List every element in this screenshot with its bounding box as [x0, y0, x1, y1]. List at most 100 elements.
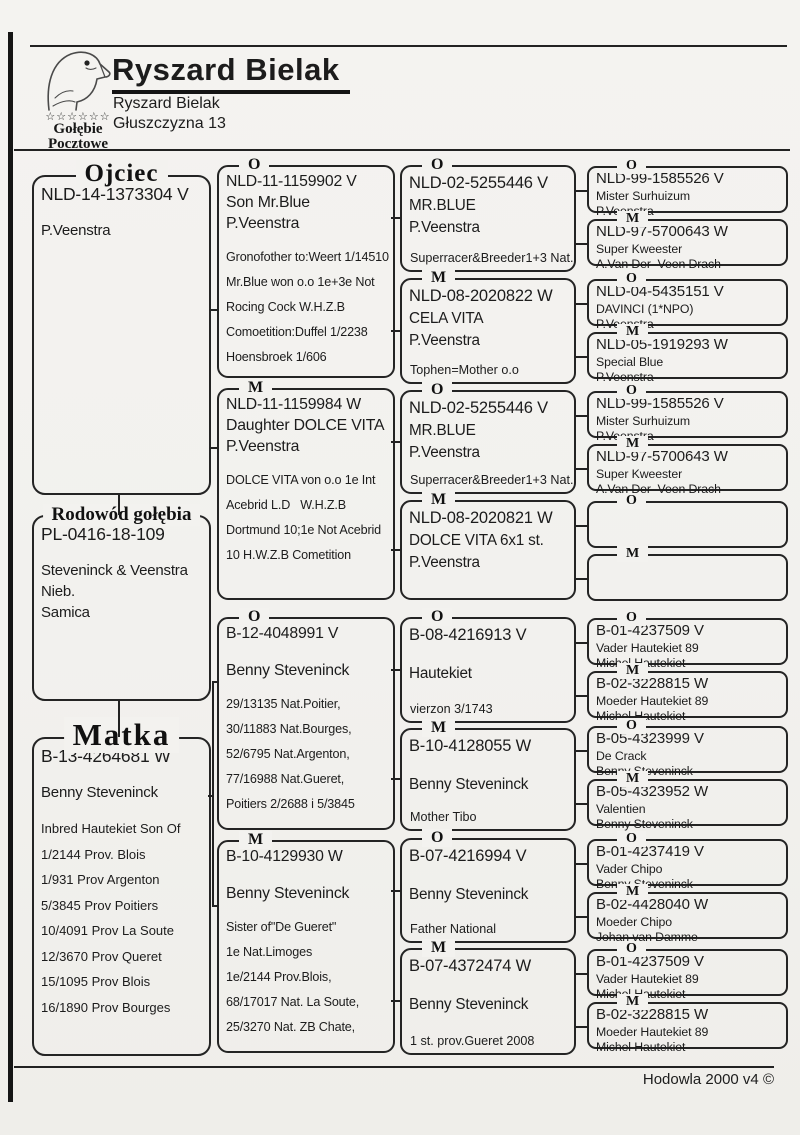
connector-mother-g2-4 — [212, 905, 219, 907]
ring-and-names: B-01-4237419 V Vader Chipo Benny Steveninc… — [596, 843, 704, 891]
pedigree-box-g3-2: M NLD-08-2020822 W CELA VITA P.Veenstra To… — [400, 269, 576, 384]
connector-g2-g3 — [391, 778, 401, 780]
connector-g3-g4 — [575, 415, 588, 417]
pigeon-icon — [47, 51, 111, 111]
connector-g3-g4 — [575, 1026, 588, 1028]
sex-label: M — [617, 211, 649, 227]
results-list: vierzon 3/1743 — [410, 702, 493, 716]
ring-and-names: B-01-4237509 V Vader Hautekiet 89 Michel H… — [596, 953, 704, 1001]
pedigree-box-mother: Matka B-13-4264681 W Benny Steveninck Inb… — [32, 717, 211, 1056]
results-list: Mother Tibo — [410, 810, 477, 824]
connector-subject-mother — [118, 700, 120, 737]
subject-box-title: Rodowód gołębia — [42, 504, 201, 526]
connector-mother-stub — [208, 795, 214, 797]
pedigree-box-g4-15: O B-01-4237509 V Vader Hautekiet 89 Michel… — [587, 941, 788, 1001]
ring-and-names: B-07-4216994 V Benny Steveninck — [409, 847, 529, 904]
ring-and-names: B-02-3228815 W Moeder Hautekiet 89 Michel … — [596, 1006, 709, 1054]
pedigree-box-g4-6: M NLD-97-5700643 W Super Kweester A.Van De… — [587, 436, 788, 496]
mother-ring-and-names: B-13-4264681 W Benny Steveninck — [41, 746, 171, 802]
sex-label: M — [422, 269, 456, 287]
pedigree-box-g3-6: M B-10-4128055 W Benny Steveninck Mother … — [400, 719, 576, 831]
father-box-title: Ojciec — [75, 160, 168, 188]
pedigree-box-g3-7: O B-07-4216994 V Benny Steveninck Father … — [400, 829, 576, 943]
scan-edge-bar — [8, 32, 13, 1102]
results-list: 29/13135 Nat.Poitier, 30/11883 Nat.Bourge… — [226, 696, 355, 811]
connector-g3-g4 — [575, 303, 588, 305]
pedigree-box-g4-11: O B-05-4323999 V De Crack Benny Steveninck — [587, 718, 788, 778]
ring-and-names: B-08-4216913 V Hautekiet — [409, 626, 527, 683]
results-list: Sister of"De Gueret" 1e Nat.Limoges 1e/214… — [226, 919, 360, 1034]
footer-rule — [14, 1066, 774, 1068]
connector-father-g2-2 — [209, 447, 219, 449]
sex-label: O — [617, 383, 646, 399]
ring-and-names: B-05-4323952 W Valentien Benny Steveninck — [596, 783, 709, 831]
pedigree-box-g2-1: O NLD-11-1159902 V Son Mr.Blue P.Veenstra … — [217, 156, 395, 378]
sex-label: M — [617, 771, 649, 787]
results-list: 1 st. prov.Gueret 2008 — [410, 1034, 535, 1048]
sex-label: O — [617, 493, 646, 509]
ring-and-names: B-02-3228815 W Moeder Hautekiet 89 Michel … — [596, 675, 709, 723]
connector-g2-g3 — [391, 217, 401, 219]
sex-label: M — [617, 994, 649, 1010]
sex-label: M — [617, 324, 649, 340]
subject-ring-and-names: PL-0416-18-109 Steveninck & Veenstra Nieb.… — [41, 524, 188, 621]
sex-label: M — [617, 884, 649, 900]
results-list: Superracer&Breeder1+3 Nat. — [410, 251, 574, 265]
sex-label: O — [422, 829, 453, 847]
results-list: Tophen=Mother o.o — [410, 363, 519, 377]
connector-g2-g3 — [391, 549, 401, 551]
pedigree-box-g4-10: M B-02-3228815 W Moeder Hautekiet 89 Miche… — [587, 663, 788, 723]
pedigree-box-g4-12: M B-05-4323952 W Valentien Benny Steveninc… — [587, 771, 788, 831]
logo-caption-line1: Gołębie — [53, 121, 103, 137]
sex-label: O — [617, 718, 646, 734]
connector-g2-g3 — [391, 1000, 401, 1002]
pedigree-box-g4-8: M — [587, 546, 788, 601]
pedigree-box-g2-3: O B-12-4048991 V Benny Steveninck 29/1313… — [217, 608, 395, 830]
connector-g3-g4 — [575, 695, 588, 697]
sex-label: O — [617, 158, 646, 174]
pedigree-box-g4-13: O B-01-4237419 V Vader Chipo Benny Steveni… — [587, 831, 788, 891]
connector-g3-g4 — [575, 803, 588, 805]
club-logo: ☆☆☆☆☆☆ Gołębie Pocztowe — [28, 48, 128, 152]
pedigree-box-g3-4: M NLD-08-2020821 W DOLCE VITA 6x1 st. P.Ve… — [400, 491, 576, 600]
breeder-address: Głuszczyzna 13 — [113, 115, 226, 132]
ring-and-names: B-12-4048991 V Benny Steveninck — [226, 625, 350, 679]
ring-and-names: NLD-97-5700643 W Super Kweester A.Van Der … — [596, 448, 728, 496]
sex-label: O — [422, 381, 453, 399]
results-list: Gronofother to:Weert 1/14510 Mr.Blue won … — [226, 249, 389, 364]
ring-and-names: B-05-4323999 V De Crack Benny Steveninck — [596, 730, 704, 778]
connector-g2-g3 — [391, 890, 401, 892]
sex-label: O — [422, 608, 453, 626]
father-ring-and-names: NLD-14-1373304 V P.Veenstra — [41, 184, 189, 240]
pedigree-box-g4-2: M NLD-97-5700643 W Super Kweester A.Van De… — [587, 211, 788, 271]
connector-g3-g4 — [575, 916, 588, 918]
connector-g3-g4 — [575, 578, 588, 580]
sex-label: O — [617, 271, 646, 287]
sex-label: O — [239, 608, 270, 626]
sex-label: O — [422, 156, 453, 174]
pedigree-box-g4-9: O B-01-4237509 V Vader Hautekiet 89 Michel… — [587, 610, 788, 670]
software-credit: Hodowla 2000 v4 © — [642, 1071, 774, 1088]
pedigree-box-g4-14: M B-02-4428040 W Moeder Chipo Johan van Da… — [587, 884, 788, 944]
connector-g3-g4 — [575, 973, 588, 975]
ring-and-names: NLD-97-5700643 W Super Kweester A.Van Der … — [596, 223, 728, 271]
sex-label: M — [617, 663, 649, 679]
sex-label: O — [617, 610, 646, 626]
ring-and-names: B-07-4372474 W Benny Steveninck — [409, 957, 531, 1014]
results-list: DOLCE VITA von o.o 1e Int Acebrid L.D W.H… — [226, 472, 382, 562]
logo-stars: ☆☆☆☆☆☆ — [45, 110, 111, 123]
connector-g3-g4 — [575, 642, 588, 644]
ring-and-names: B-02-4428040 W Moeder Chipo Johan van Damm… — [596, 896, 709, 944]
breeder-title: Ryszard Bielak — [112, 52, 350, 94]
sex-label: M — [422, 719, 456, 737]
sex-label: M — [617, 546, 649, 562]
sex-label: M — [617, 436, 649, 452]
pedigree-box-g3-8: M B-07-4372474 W Benny Steveninck 1 st. p… — [400, 939, 576, 1055]
connector-g3-g4 — [575, 243, 588, 245]
pedigree-box-subject: Rodowód gołębia PL-0416-18-109 Steveninck… — [32, 504, 211, 701]
connector-g3-g4 — [575, 190, 588, 192]
